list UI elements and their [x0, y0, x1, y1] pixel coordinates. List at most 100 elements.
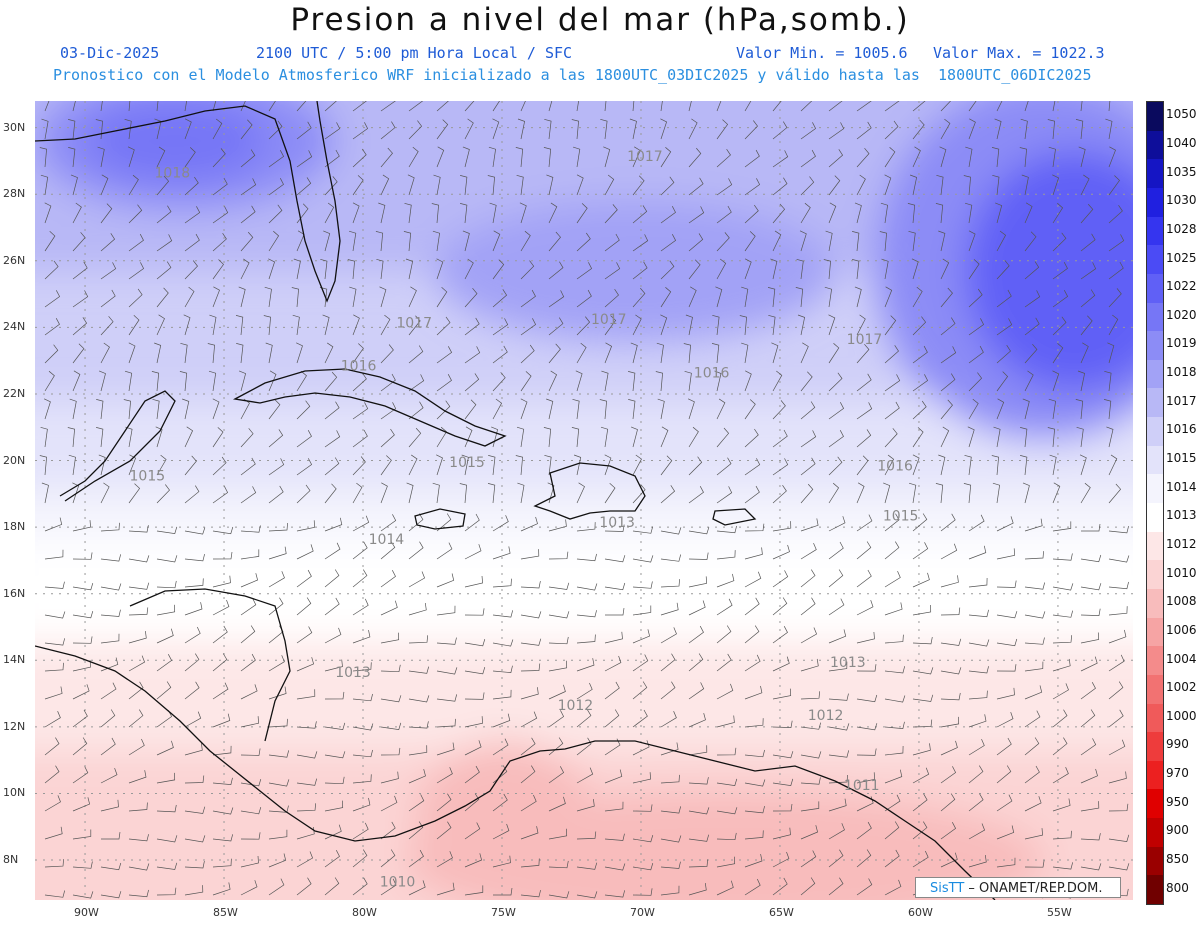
- wind-barb: [800, 877, 816, 896]
- wind-barb: [236, 343, 244, 364]
- wind-barb: [352, 541, 368, 560]
- wind-barb: [544, 118, 552, 140]
- colorbar-cell: [1147, 674, 1163, 704]
- wind-barbs: [39, 101, 1130, 899]
- wind-barb: [940, 101, 952, 112]
- coast-central-america: [35, 645, 996, 900]
- wind-barb: [716, 149, 731, 168]
- wind-barb: [688, 713, 706, 728]
- wind-barb: [968, 514, 985, 532]
- wind-barb: [884, 879, 902, 896]
- wind-barb: [628, 371, 636, 392]
- wind-barb: [1108, 654, 1125, 672]
- wind-barb: [380, 514, 397, 532]
- forecast-time: 2100 UTC / 5:00 pm Hora Local / SFC: [256, 44, 573, 62]
- wind-barb: [1024, 370, 1034, 392]
- wind-barb: [660, 602, 679, 616]
- wind-barb: [493, 887, 513, 896]
- wind-barb: [72, 582, 94, 591]
- contour-label: 1016: [341, 359, 377, 375]
- wind-barb: [492, 713, 511, 728]
- wind-barb: [72, 202, 82, 224]
- colorbar-level-label: 1016: [1166, 422, 1197, 437]
- wind-barb: [711, 343, 720, 364]
- wind-barb: [376, 258, 384, 280]
- wind-barb: [352, 402, 369, 420]
- wind-barb: [828, 823, 845, 840]
- wind-barb: [128, 802, 148, 812]
- wind-barb: [660, 627, 677, 644]
- wind-barb: [800, 122, 817, 140]
- wind-barb: [520, 344, 535, 364]
- wind-barb: [604, 342, 613, 364]
- wind-barb: [240, 573, 259, 588]
- wind-barb: [128, 582, 150, 590]
- wind-barb: [436, 882, 455, 896]
- wind-barb: [408, 794, 425, 812]
- wind-barb: [716, 205, 732, 224]
- wind-barb: [464, 716, 483, 728]
- wind-barb: [324, 430, 341, 448]
- wind-barb: [800, 751, 822, 759]
- wind-barb: [744, 149, 760, 168]
- colorbar-level-label: 1028: [1166, 221, 1197, 236]
- wind-barb: [408, 401, 424, 420]
- pressure-low-colombia: [415, 741, 595, 900]
- wind-barb: [460, 203, 468, 224]
- wind-barb: [854, 286, 862, 308]
- wind-barb: [912, 572, 930, 588]
- wind-barb: [576, 342, 587, 364]
- wind-barb: [940, 426, 950, 448]
- wind-barb: [128, 204, 143, 224]
- wind-barb: [799, 230, 807, 252]
- wind-barb: [884, 745, 904, 756]
- wind-barb: [98, 370, 106, 392]
- wind-barb: [464, 853, 483, 868]
- pressure-map[interactable]: 1018 1017 1017 1017 1017 1016 1016 1016 1015 1015…: [35, 101, 1133, 900]
- wind-barb: [1108, 555, 1130, 563]
- wind-barb: [967, 426, 975, 448]
- wind-barb: [548, 891, 570, 899]
- wind-barb: [912, 719, 933, 728]
- wind-barb: [1104, 370, 1112, 392]
- wind-barb: [517, 482, 525, 504]
- wind-barb: [464, 822, 481, 840]
- wind-barb: [436, 667, 458, 675]
- lon-tick-label: 60W: [907, 906, 933, 919]
- wind-barb: [856, 455, 869, 476]
- wind-barb: [996, 737, 1012, 756]
- colorbar-cell: [1147, 159, 1163, 189]
- wind-barb: [1024, 317, 1040, 336]
- wind-barb: [993, 426, 1001, 448]
- wind-barb: [912, 454, 920, 476]
- wind-barb: [883, 482, 891, 504]
- wind-barb: [520, 289, 536, 308]
- wind-barb: [268, 458, 285, 476]
- wind-barb: [996, 857, 1016, 868]
- contour-label: 1016: [877, 459, 913, 475]
- wind-barb: [436, 821, 452, 840]
- wind-barb: [684, 370, 692, 392]
- wind-barb: [352, 849, 368, 868]
- wind-barb: [324, 202, 335, 224]
- wind-barb: [716, 625, 732, 644]
- wind-barb: [240, 716, 259, 728]
- wind-barb: [268, 853, 287, 868]
- wind-barb: [1052, 583, 1074, 591]
- wind-barb: [72, 636, 93, 644]
- wind-barb: [408, 769, 426, 784]
- wind-barb: [212, 882, 231, 896]
- wind-barb: [912, 694, 934, 702]
- wind-barb: [716, 232, 730, 252]
- wind-barb: [184, 743, 203, 756]
- wind-barb: [600, 426, 609, 448]
- wind-barb: [128, 315, 140, 336]
- wind-barb: [912, 146, 921, 168]
- wind-barb: [940, 852, 958, 868]
- max-value: Valor Max. = 1022.3: [933, 44, 1105, 62]
- wind-barb: [296, 657, 315, 672]
- wind-barb: [492, 318, 509, 336]
- wind-barb: [1108, 629, 1127, 644]
- wind-barb: [548, 860, 569, 869]
- wind-barb: [180, 342, 188, 364]
